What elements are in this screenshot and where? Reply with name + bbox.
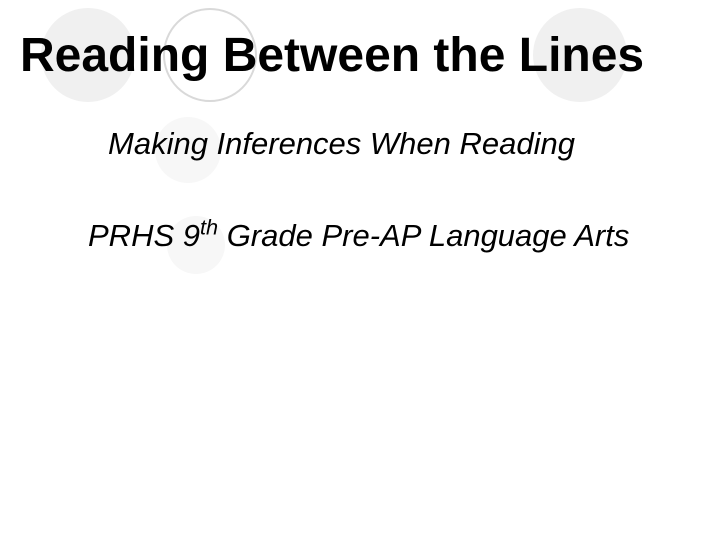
byline-superscript: th [200, 215, 218, 240]
slide-byline: PRHS 9th Grade Pre-AP Language Arts [88, 218, 629, 254]
byline-prefix: PRHS 9 [88, 218, 200, 253]
slide-subtitle: Making Inferences When Reading [108, 126, 575, 162]
byline-suffix: Grade Pre-AP Language Arts [218, 218, 629, 253]
slide-title: Reading Between the Lines [20, 28, 644, 83]
